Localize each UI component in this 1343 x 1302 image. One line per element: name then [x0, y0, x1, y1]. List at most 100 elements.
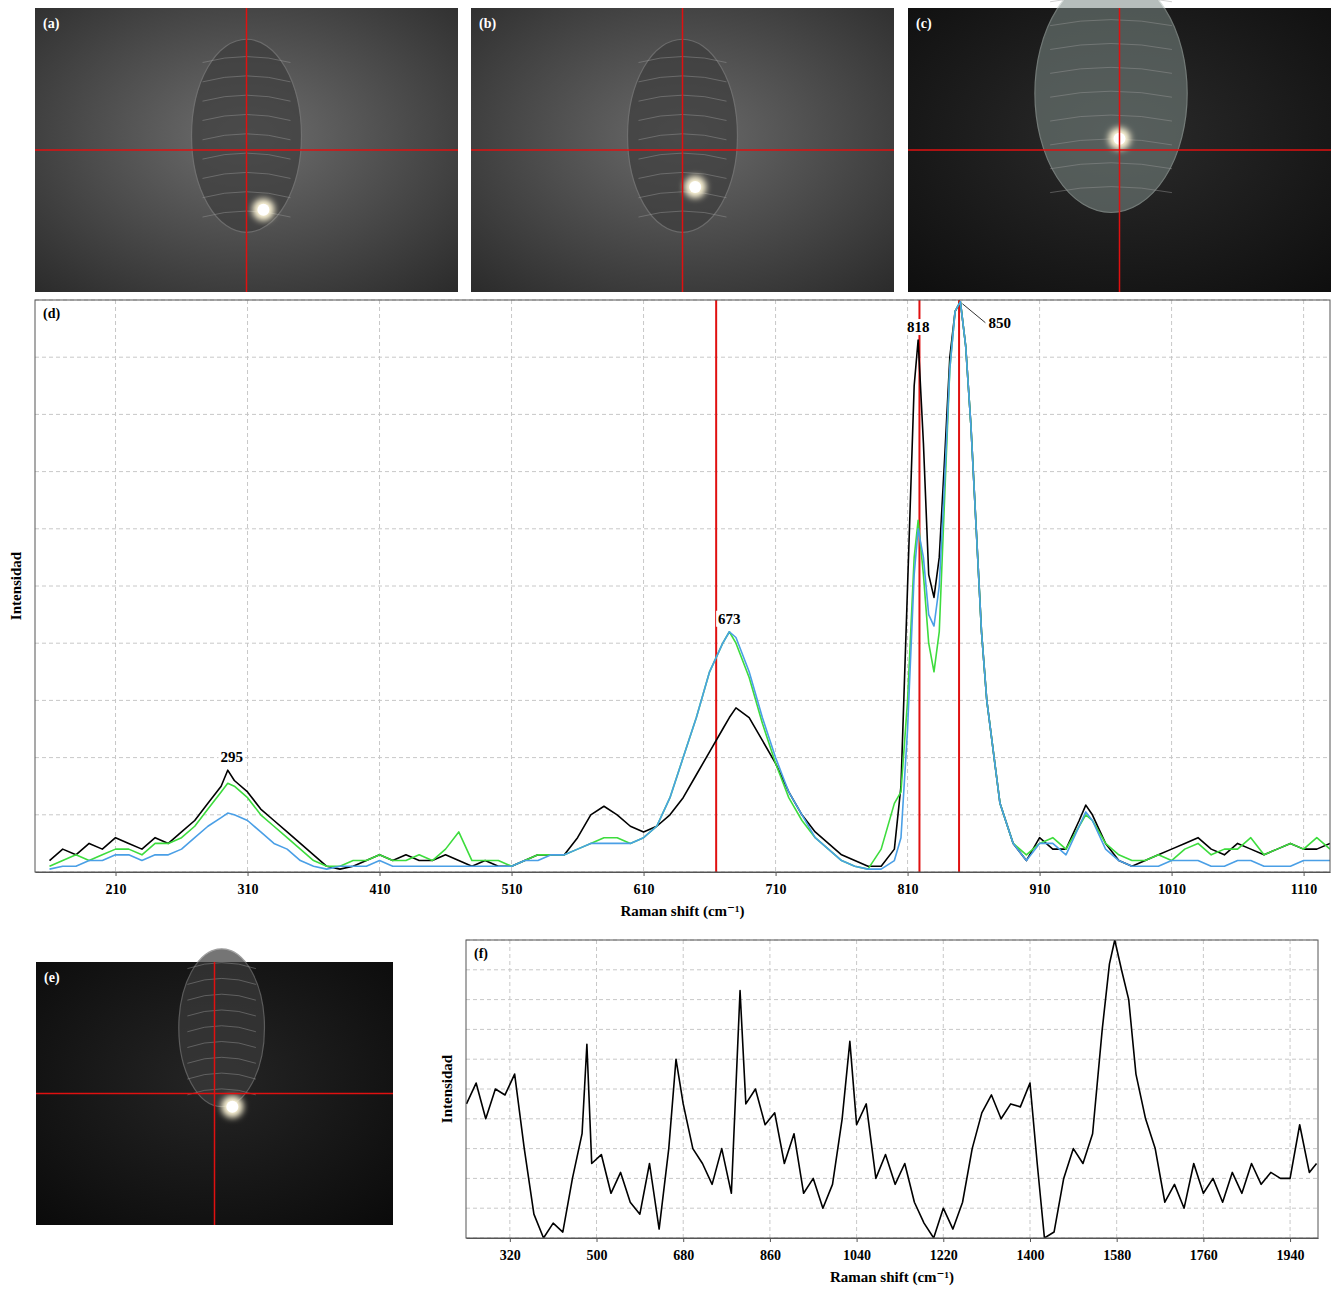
laser-spot [684, 176, 706, 198]
tick-mark [510, 1238, 511, 1242]
tick-label: 680 [673, 1248, 694, 1263]
panel-label: (d) [43, 306, 60, 322]
x-tick: 1580 [1103, 1238, 1131, 1263]
tick-label: 1110 [1291, 882, 1317, 897]
tick-label: 910 [1030, 882, 1051, 897]
axis-title: Intensidad [8, 551, 24, 620]
photo-background [36, 962, 393, 1225]
texture [1050, 20, 1172, 26]
reference-line [715, 300, 717, 872]
x-tick: 1040 [843, 1238, 871, 1263]
tick-mark [857, 1238, 858, 1242]
laser-spot [221, 1096, 243, 1118]
texture [187, 1026, 256, 1032]
x-tick: 710 [766, 872, 787, 897]
laser-spot-core [257, 204, 269, 216]
tick-label: 1580 [1103, 1248, 1131, 1263]
laser-spot [252, 199, 274, 221]
tick-mark [943, 1238, 944, 1242]
tick-label: 310 [238, 882, 259, 897]
texture [187, 994, 256, 1000]
texture [1050, 67, 1172, 73]
texture [187, 1073, 256, 1079]
annotations: 295673818850 [218, 304, 1012, 765]
tick-label: 1400 [1016, 1248, 1044, 1263]
peak-label: 850 [988, 315, 1011, 331]
grid-line [35, 643, 1330, 644]
tick-label: 1220 [930, 1248, 958, 1263]
x-axis: 320500680860104012201400158017601940 [467, 1238, 1319, 1263]
x-tick: 410 [370, 872, 391, 897]
grid-line [1290, 940, 1291, 1238]
grid-line [596, 940, 597, 1238]
photo-background [471, 8, 894, 292]
grid-line [466, 969, 1318, 970]
grid-line [35, 357, 1330, 358]
grid-line [466, 1148, 1318, 1149]
tick-mark [512, 872, 513, 876]
tick-label: 500 [587, 1248, 608, 1263]
axis-line [467, 1238, 1319, 1239]
grid-line [466, 1118, 1318, 1119]
panel-label: (c) [916, 16, 932, 32]
tick-label: 610 [634, 882, 655, 897]
axis-line [36, 872, 1331, 873]
x-tick: 910 [1030, 872, 1051, 897]
x-tick: 680 [673, 1238, 694, 1263]
x-tick: 610 [634, 872, 655, 897]
plot-frame [466, 940, 1318, 1238]
laser-spot-core [226, 1101, 238, 1113]
grid-line [466, 1089, 1318, 1090]
tick-mark [776, 872, 777, 876]
x-tick: 500 [587, 1238, 608, 1263]
texture [1050, 0, 1172, 2]
tick-mark [1203, 1238, 1204, 1242]
tick-mark [770, 1238, 771, 1242]
spectrum-line [50, 302, 1330, 869]
data-area [50, 300, 1330, 872]
tick-label: 1010 [1158, 882, 1186, 897]
panel-label: (a) [43, 16, 60, 32]
tick-mark [1040, 872, 1041, 876]
crosshair [908, 149, 1331, 151]
grid-line [35, 528, 1330, 529]
photo-background [908, 8, 1331, 292]
grid-line [35, 586, 1330, 587]
x-tick: 1400 [1016, 1238, 1044, 1263]
chart-panel: 320500680860104012201400158017601940Rama… [439, 940, 1319, 1286]
tick-mark [644, 872, 645, 876]
tick-label: 410 [370, 882, 391, 897]
reference-line [958, 300, 960, 872]
panel-label: (b) [479, 16, 496, 32]
label-patch [716, 611, 743, 627]
grid-line [35, 814, 1330, 815]
texture [1050, 91, 1172, 97]
peak-label: 818 [907, 319, 930, 335]
tick-mark [1172, 872, 1173, 876]
peak-label: 673 [718, 611, 741, 627]
crosshair [35, 149, 458, 151]
grid-line [35, 700, 1330, 701]
label-patch [905, 319, 932, 335]
grid-line [856, 940, 857, 1238]
plot-frame [35, 300, 1330, 872]
texture [1050, 163, 1172, 169]
spectrum-line [50, 302, 1330, 869]
grid [35, 300, 1330, 872]
specimen [179, 949, 265, 1107]
grid [466, 940, 1318, 1238]
tick-mark [116, 872, 117, 876]
x-tick: 1220 [930, 1238, 958, 1263]
panel-label: (f) [474, 946, 488, 962]
texture [1050, 43, 1172, 49]
grid-line [35, 471, 1330, 472]
texture [187, 1057, 256, 1063]
texture [187, 1010, 256, 1016]
tick-label: 1940 [1277, 1248, 1305, 1263]
x-tick: 1760 [1190, 1238, 1218, 1263]
photo-panel: (a) [35, 8, 458, 292]
x-tick: 810 [898, 872, 919, 897]
grid-line [466, 999, 1318, 1000]
label-patch [218, 749, 245, 765]
photo-panel: (c) [908, 0, 1331, 292]
